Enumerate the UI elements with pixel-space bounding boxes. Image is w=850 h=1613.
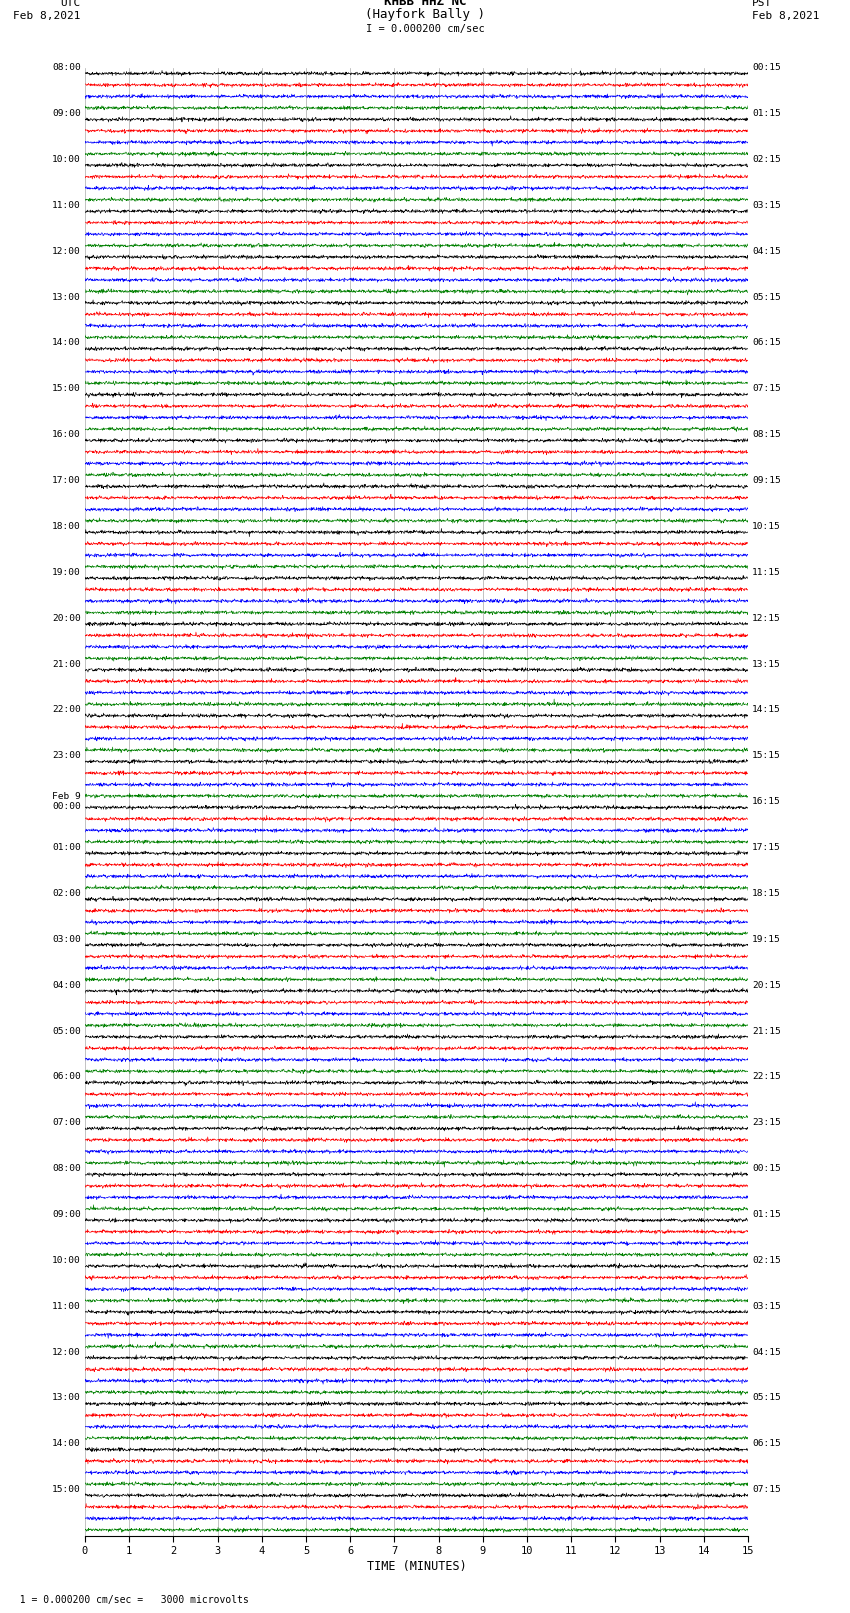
Text: 07:15: 07:15 bbox=[752, 1486, 781, 1494]
Text: 14:00: 14:00 bbox=[52, 1439, 81, 1448]
Text: 12:00: 12:00 bbox=[52, 1347, 81, 1357]
Text: 11:15: 11:15 bbox=[752, 568, 781, 577]
Text: 10:00: 10:00 bbox=[52, 155, 81, 165]
Text: 06:00: 06:00 bbox=[52, 1073, 81, 1081]
Text: PST: PST bbox=[752, 0, 773, 8]
Text: 22:15: 22:15 bbox=[752, 1073, 781, 1081]
Text: 21:00: 21:00 bbox=[52, 660, 81, 668]
Text: 12:00: 12:00 bbox=[52, 247, 81, 256]
Text: 04:00: 04:00 bbox=[52, 981, 81, 990]
Text: 01:15: 01:15 bbox=[752, 110, 781, 118]
Text: 17:00: 17:00 bbox=[52, 476, 81, 486]
Text: 09:00: 09:00 bbox=[52, 1210, 81, 1219]
Text: 15:00: 15:00 bbox=[52, 384, 81, 394]
Text: 07:00: 07:00 bbox=[52, 1118, 81, 1127]
Text: 16:00: 16:00 bbox=[52, 431, 81, 439]
Text: 00:15: 00:15 bbox=[752, 63, 781, 73]
Text: 11:00: 11:00 bbox=[52, 202, 81, 210]
Text: Feb 9
00:00: Feb 9 00:00 bbox=[52, 792, 81, 811]
Text: 15:00: 15:00 bbox=[52, 1486, 81, 1494]
Text: 10:00: 10:00 bbox=[52, 1257, 81, 1265]
Text: 1 = 0.000200 cm/sec =   3000 microvolts: 1 = 0.000200 cm/sec = 3000 microvolts bbox=[8, 1595, 249, 1605]
Text: 21:15: 21:15 bbox=[752, 1026, 781, 1036]
Text: 11:00: 11:00 bbox=[52, 1302, 81, 1311]
Text: 13:15: 13:15 bbox=[752, 660, 781, 668]
Text: 07:15: 07:15 bbox=[752, 384, 781, 394]
Text: 08:15: 08:15 bbox=[752, 431, 781, 439]
Text: 06:15: 06:15 bbox=[752, 1439, 781, 1448]
Text: 01:00: 01:00 bbox=[52, 844, 81, 852]
Text: Feb 8,2021: Feb 8,2021 bbox=[752, 11, 819, 21]
Text: 05:00: 05:00 bbox=[52, 1026, 81, 1036]
Text: 15:15: 15:15 bbox=[752, 752, 781, 760]
Text: 19:00: 19:00 bbox=[52, 568, 81, 577]
Text: I = 0.000200 cm/sec: I = 0.000200 cm/sec bbox=[366, 24, 484, 34]
Text: 05:15: 05:15 bbox=[752, 1394, 781, 1402]
Text: 18:00: 18:00 bbox=[52, 523, 81, 531]
Text: 05:15: 05:15 bbox=[752, 292, 781, 302]
Text: (Hayfork Bally ): (Hayfork Bally ) bbox=[365, 8, 485, 21]
Text: 02:15: 02:15 bbox=[752, 1257, 781, 1265]
Text: 16:15: 16:15 bbox=[752, 797, 781, 806]
Text: 14:15: 14:15 bbox=[752, 705, 781, 715]
Text: 04:15: 04:15 bbox=[752, 1347, 781, 1357]
Text: 23:00: 23:00 bbox=[52, 752, 81, 760]
Text: 23:15: 23:15 bbox=[752, 1118, 781, 1127]
Text: 22:00: 22:00 bbox=[52, 705, 81, 715]
Text: 10:15: 10:15 bbox=[752, 523, 781, 531]
Text: 08:00: 08:00 bbox=[52, 63, 81, 73]
Text: 09:15: 09:15 bbox=[752, 476, 781, 486]
Text: Feb 8,2021: Feb 8,2021 bbox=[14, 11, 81, 21]
Text: 19:15: 19:15 bbox=[752, 936, 781, 944]
Text: 04:15: 04:15 bbox=[752, 247, 781, 256]
Text: 14:00: 14:00 bbox=[52, 339, 81, 347]
Text: 01:15: 01:15 bbox=[752, 1210, 781, 1219]
Text: 13:00: 13:00 bbox=[52, 1394, 81, 1402]
Text: 03:15: 03:15 bbox=[752, 202, 781, 210]
Text: KHBB HHZ NC: KHBB HHZ NC bbox=[383, 0, 467, 8]
Text: 20:00: 20:00 bbox=[52, 613, 81, 623]
Text: 02:15: 02:15 bbox=[752, 155, 781, 165]
Text: 09:00: 09:00 bbox=[52, 110, 81, 118]
Text: 12:15: 12:15 bbox=[752, 613, 781, 623]
Text: 00:15: 00:15 bbox=[752, 1165, 781, 1173]
Text: 18:15: 18:15 bbox=[752, 889, 781, 898]
Text: 13:00: 13:00 bbox=[52, 292, 81, 302]
Text: 02:00: 02:00 bbox=[52, 889, 81, 898]
X-axis label: TIME (MINUTES): TIME (MINUTES) bbox=[366, 1560, 467, 1573]
Text: 06:15: 06:15 bbox=[752, 339, 781, 347]
Text: 08:00: 08:00 bbox=[52, 1165, 81, 1173]
Text: 03:15: 03:15 bbox=[752, 1302, 781, 1311]
Text: 17:15: 17:15 bbox=[752, 844, 781, 852]
Text: UTC: UTC bbox=[60, 0, 81, 8]
Text: 03:00: 03:00 bbox=[52, 936, 81, 944]
Text: 20:15: 20:15 bbox=[752, 981, 781, 990]
